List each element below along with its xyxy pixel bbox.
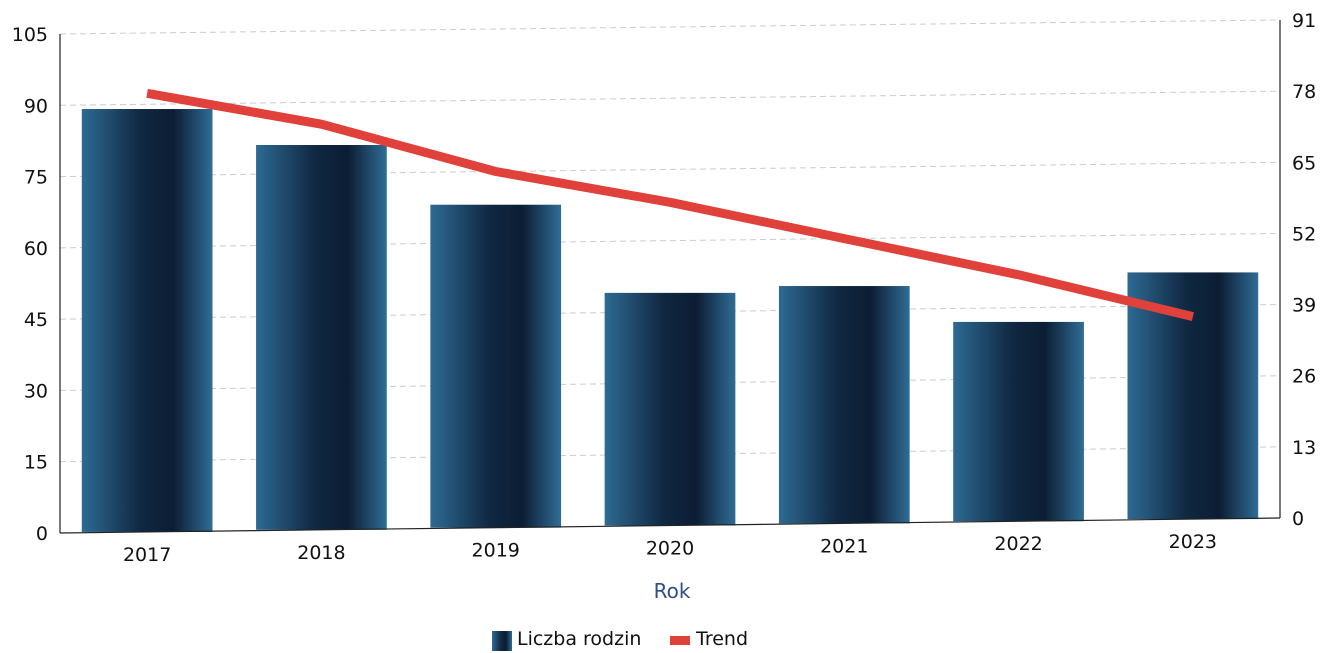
x-tick-label: 2020 [646, 538, 694, 560]
y2-tick-label: 65 [1292, 152, 1316, 174]
x-tick-label: 2022 [994, 533, 1042, 555]
y2-tick-label: 13 [1292, 437, 1316, 459]
x-axis-ticks: 2017 2018 2019 2020 2021 2022 2023 [123, 531, 1217, 566]
bar-2020 [604, 292, 736, 526]
y-tick-label: 75 [24, 167, 48, 189]
trend-line [146, 88, 1194, 321]
bar-2022 [953, 321, 1084, 522]
x-axis-line [59, 517, 1281, 534]
x-tick-label: 2017 [123, 544, 171, 566]
x-tick-label: 2021 [820, 535, 868, 557]
grid-line [59, 232, 1281, 249]
axes [59, 20, 1281, 534]
bar-2017 [81, 109, 213, 532]
legend-swatch-trend [670, 636, 690, 645]
right-axis-ticks: 0 13 26 39 52 65 78 91 [1292, 10, 1316, 530]
y-tick-label: 105 [12, 24, 48, 46]
grid-line [59, 19, 1281, 35]
y-tick-label: 60 [24, 238, 48, 260]
legend-swatch-liczba-rodzin [492, 631, 512, 651]
trend-series [146, 88, 1194, 321]
x-tick-label: 2019 [472, 540, 520, 562]
bar-series [81, 109, 1259, 532]
x-tick-label: 2023 [1169, 531, 1217, 553]
y2-tick-label: 91 [1292, 10, 1316, 32]
bar-2018 [256, 145, 387, 530]
grid-line [59, 161, 1281, 178]
x-tick-label: 2018 [297, 542, 345, 564]
bar-2019 [430, 204, 562, 528]
y-tick-label: 45 [24, 309, 48, 331]
y-tick-label: 0 [36, 523, 48, 545]
y2-tick-label: 52 [1292, 223, 1316, 245]
legend-label-liczba-rodzin: Liczba rodzin [517, 628, 641, 650]
y2-tick-label: 26 [1292, 366, 1316, 388]
x-axis-title: Rok [654, 579, 691, 603]
legend-label-trend: Trend [695, 628, 748, 650]
left-axis-ticks: 0 15 30 45 60 75 90 105 [12, 24, 48, 545]
grid-line [59, 90, 1281, 106]
y-tick-label: 15 [24, 452, 48, 474]
y2-tick-label: 39 [1292, 295, 1316, 317]
legend: Liczba rodzin Trend [492, 628, 748, 651]
y2-tick-label: 78 [1292, 81, 1316, 103]
bar-2021 [778, 286, 910, 524]
y-tick-label: 30 [24, 380, 48, 402]
y2-tick-label: 0 [1292, 508, 1304, 530]
y-tick-label: 90 [24, 95, 48, 117]
